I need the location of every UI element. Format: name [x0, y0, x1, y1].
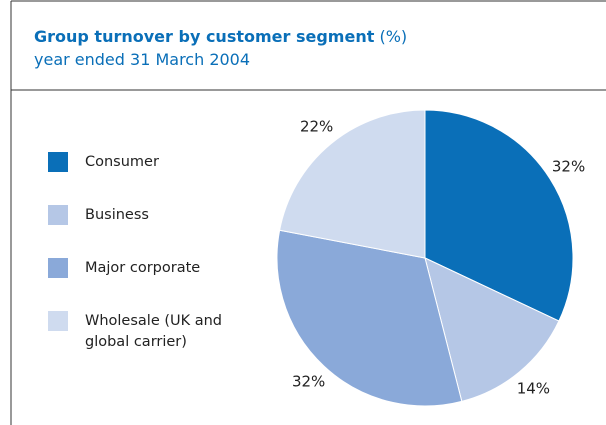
legend-swatch [48, 205, 68, 225]
title-text: Group turnover by customer segment [34, 27, 375, 46]
chart-subtitle: year ended 31 March 2004 [34, 50, 251, 69]
slice-label: 22% [300, 118, 333, 136]
pie-slice [276, 229, 463, 407]
legend-label: Major corporate [85, 260, 201, 276]
legend-label: Business [85, 207, 149, 223]
title-unit: (%) [379, 27, 408, 46]
legend-label: Consumer [85, 154, 159, 170]
legend-label: Wholesale (UK and global carrier) [85, 313, 223, 350]
legend-swatch [48, 152, 68, 172]
slice-label: 32% [292, 372, 325, 390]
chart-title: Group turnover by customer segment (%) [34, 27, 407, 46]
pie-slice [424, 257, 560, 402]
slice-label: 14% [517, 379, 550, 397]
pie-slice [279, 109, 426, 259]
slice-label: 32% [552, 157, 585, 175]
pie: 32% 14% 32% 22% [276, 109, 585, 407]
legend-swatch [48, 258, 68, 278]
legend-swatch [48, 311, 68, 331]
pie-slice [424, 109, 574, 322]
